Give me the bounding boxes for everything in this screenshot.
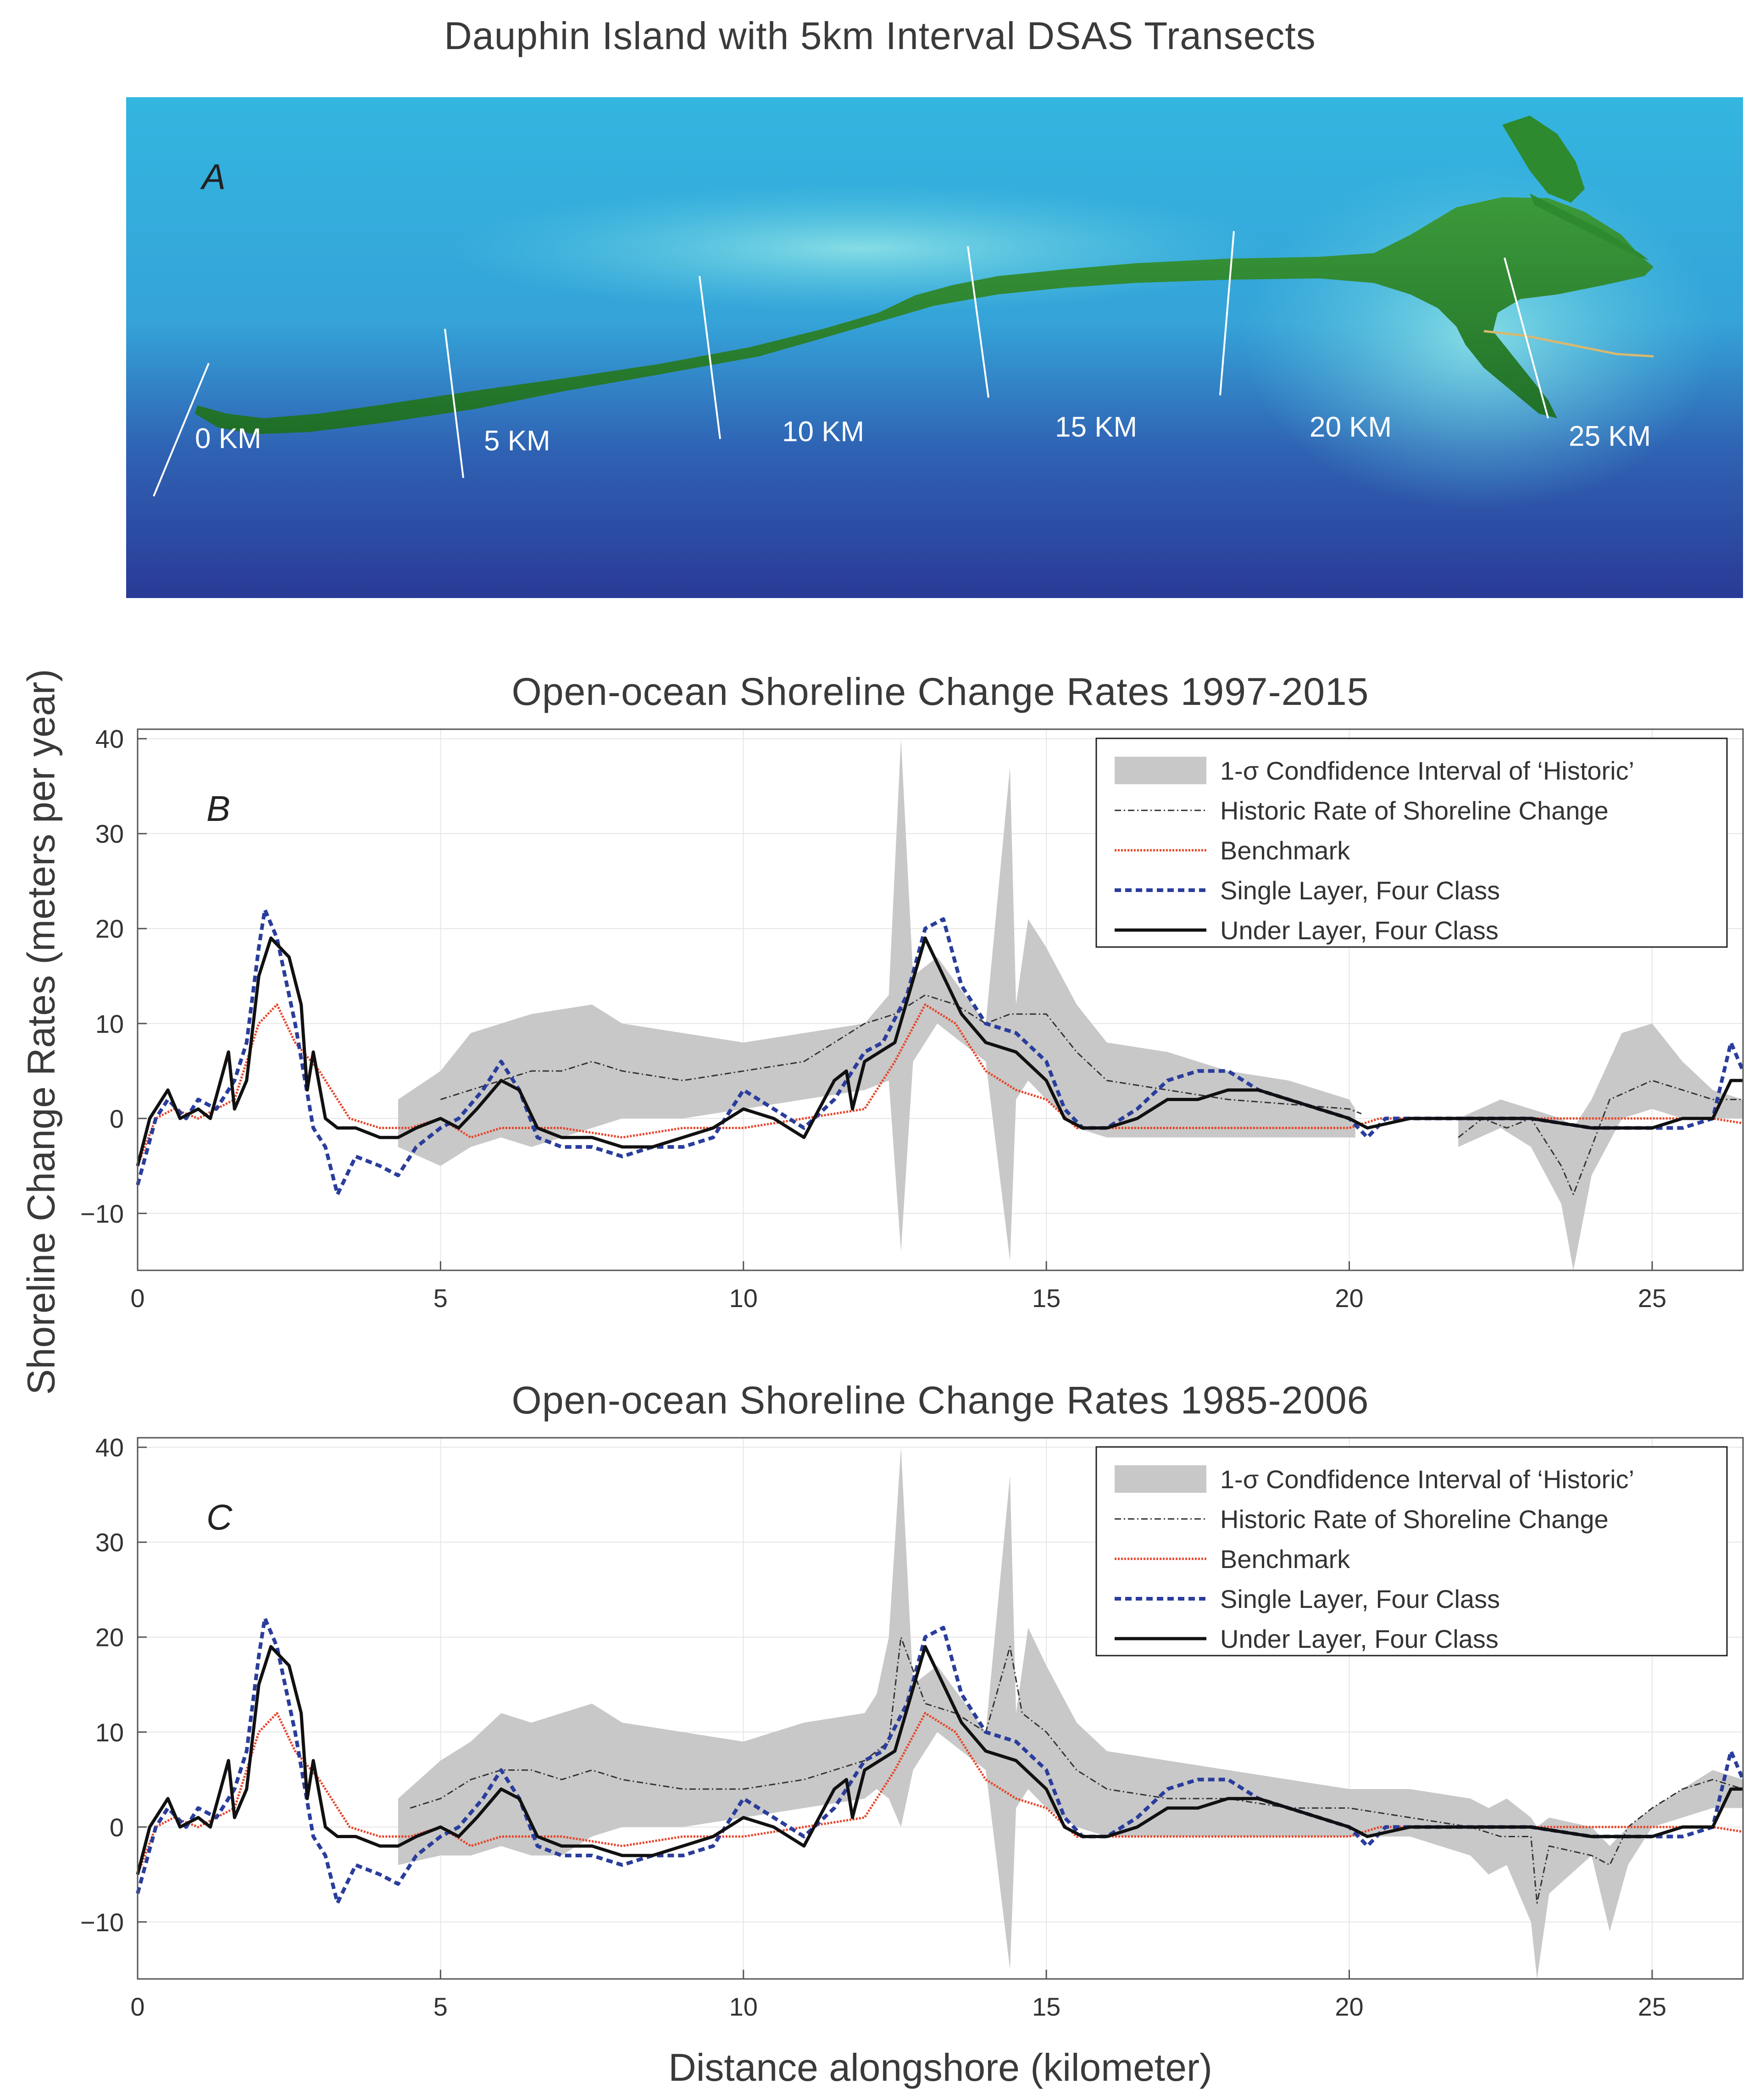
panel-letter-a: A — [200, 156, 226, 197]
x-tick-label: 20 — [1335, 1284, 1363, 1313]
y-tick-label: −10 — [80, 1199, 124, 1228]
transect-label-20km: 20 KM — [1310, 411, 1392, 443]
road-line — [1483, 330, 1654, 358]
x-tick-label: 10 — [729, 1284, 758, 1313]
transect-line — [699, 276, 721, 439]
legend-label-historic: Historic Rate of Shoreline Change — [1220, 796, 1609, 825]
series-line-under-layer-four-class — [136, 936, 1743, 1167]
transect-label-10km: 10 KM — [782, 416, 864, 448]
y-tick-label: −10 — [80, 1908, 124, 1937]
x-tick-label: 5 — [433, 1284, 448, 1313]
chart-c: 0 5 10 15 20 25 −10 0 10 20 30 40 C 1-σ Condfidence I… — [80, 1433, 1745, 2021]
panel-letter: B — [206, 788, 230, 829]
legend-label-under: Under Layer, Four Class — [1220, 1624, 1499, 1653]
y-tick-label: 20 — [95, 1623, 124, 1652]
x-tick-label: 15 — [1032, 1992, 1060, 2021]
legend-label-benchmark: Benchmark — [1220, 1545, 1350, 1574]
chart-c-title: Open-ocean Shoreline Change Rates 1985-2… — [511, 1379, 1369, 1422]
island-shape — [1530, 194, 1649, 260]
dauphin-island-map: A 0 KM 5 KM 10 KM 15 KM 20 KM 25 KM — [126, 97, 1743, 598]
legend-label-single: Single Layer, Four Class — [1220, 876, 1500, 905]
legend-label-ci: 1-σ Condfidence Interval of ‘Historic’ — [1220, 756, 1634, 785]
island-shape — [1502, 116, 1585, 203]
transect-line — [153, 363, 210, 497]
x-tick-label: 0 — [130, 1992, 144, 2021]
x-tick-label: 25 — [1638, 1284, 1666, 1313]
chart-b-title: Open-ocean Shoreline Change Rates 1997-2… — [511, 670, 1369, 713]
y-tick-label: 40 — [95, 725, 124, 754]
y-tick-label: 10 — [95, 1718, 124, 1747]
ci-band — [398, 1447, 1743, 1979]
series-line-historic-rate-of-shoreline-change — [1458, 1080, 1743, 1195]
series-line-under-layer-four-class — [136, 1645, 1743, 1875]
transect-line — [967, 246, 989, 398]
x-tick-label: 0 — [130, 1284, 144, 1313]
legend-label-under: Under Layer, Four Class — [1220, 916, 1499, 945]
x-tick-label: 10 — [729, 1992, 758, 2021]
legend-label-single: Single Layer, Four Class — [1220, 1585, 1500, 1613]
x-tick-label: 25 — [1638, 1992, 1666, 2021]
y-tick-label: 40 — [95, 1433, 124, 1462]
series-line-single-layer-four-class — [136, 908, 1745, 1197]
shoal-area — [447, 184, 1273, 313]
transect-label-15km: 15 KM — [1055, 411, 1137, 443]
island-shape — [195, 197, 1654, 434]
plot-frame — [137, 1437, 1744, 1980]
y-tick-label: 0 — [110, 1104, 124, 1133]
x-axis-label: Distance alongshore (kilometer) — [668, 2046, 1212, 2089]
transect-line — [444, 328, 464, 478]
y-tick-label: 10 — [95, 1009, 124, 1038]
transect-line — [1219, 231, 1235, 396]
plot-frame — [137, 728, 1744, 1271]
ci-band — [1458, 1023, 1743, 1270]
legend-label-historic: Historic Rate of Shoreline Change — [1220, 1505, 1609, 1534]
legend-label-ci: 1-σ Condfidence Interval of ‘Historic’ — [1220, 1465, 1634, 1494]
chart-b: 0 5 10 15 20 25 −10 0 10 20 30 40 B 1-σ Condfidence I… — [80, 725, 1745, 1313]
series-line-historic-rate-of-shoreline-change — [440, 994, 1362, 1114]
y-tick-label: 20 — [95, 914, 124, 943]
map-title: Dauphin Island with 5km Interval DSAS Tr… — [444, 14, 1316, 57]
transect-line — [1504, 257, 1549, 419]
transect-label-5km: 5 KM — [484, 425, 550, 457]
x-tick-label: 5 — [433, 1992, 448, 2021]
legend-swatch-ci — [1115, 1465, 1206, 1493]
y-tick-label: 30 — [95, 820, 124, 848]
panel-letter: C — [206, 1497, 233, 1537]
series-line-benchmark — [136, 1003, 1743, 1167]
transect-lines — [153, 231, 1549, 497]
transect-label-25km: 25 KM — [1569, 421, 1651, 452]
transect-label-0km: 0 KM — [195, 423, 261, 454]
y-tick-label: 30 — [95, 1528, 124, 1557]
ci-band — [398, 738, 1355, 1261]
legend-swatch-ci — [1115, 757, 1206, 784]
x-tick-label: 15 — [1032, 1284, 1060, 1313]
series-line-historic-rate-of-shoreline-change — [410, 1636, 1743, 1904]
y-tick-label: 0 — [110, 1813, 124, 1842]
x-tick-label: 20 — [1335, 1992, 1363, 2021]
legend-label-benchmark: Benchmark — [1220, 836, 1350, 865]
